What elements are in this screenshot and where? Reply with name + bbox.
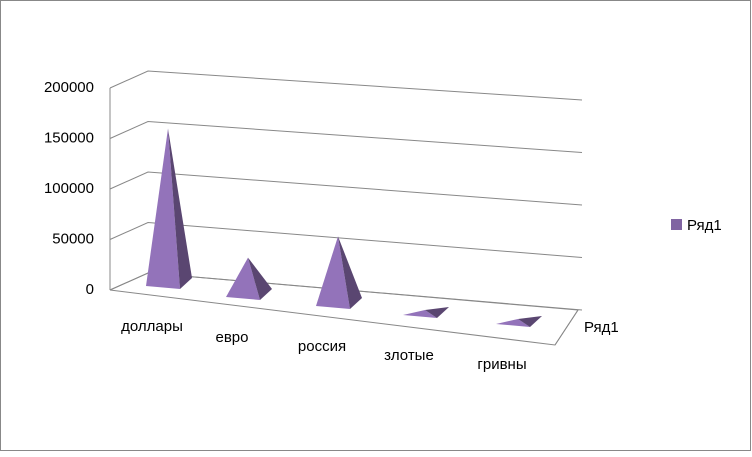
legend-label: Ряд1 bbox=[687, 217, 722, 234]
depth-axis-label: Ряд1 bbox=[584, 319, 619, 336]
legend-swatch bbox=[671, 219, 682, 230]
pyramid-side bbox=[425, 307, 449, 318]
pyramid-side bbox=[248, 257, 272, 300]
depth-axis bbox=[554, 309, 579, 346]
pyramid-side bbox=[338, 236, 362, 309]
pyramid-face bbox=[316, 236, 350, 309]
grid-line bbox=[109, 70, 583, 101]
y-tick-label: 200000 bbox=[44, 79, 94, 96]
grid-line bbox=[109, 221, 583, 258]
pyramid-face bbox=[496, 318, 530, 327]
x-tick-label: доллары bbox=[121, 318, 183, 335]
y-tick-label: 0 bbox=[86, 281, 94, 298]
y-tick-label: 150000 bbox=[44, 129, 94, 146]
x-tick-label: гривны bbox=[477, 356, 526, 373]
x-tick-label: евро bbox=[216, 329, 249, 346]
pyramid-side bbox=[518, 316, 542, 327]
pyramid-face bbox=[403, 309, 437, 318]
grid-line bbox=[109, 171, 583, 206]
y-tick-label: 50000 bbox=[52, 230, 94, 247]
grid-line bbox=[109, 120, 583, 153]
y-tick-label: 100000 bbox=[44, 180, 94, 197]
pyramid-face bbox=[146, 128, 180, 289]
x-tick-label: злотые bbox=[384, 347, 434, 364]
pyramid-side bbox=[168, 128, 192, 289]
pyramid-face bbox=[226, 257, 260, 300]
x-tick-label: россия bbox=[298, 338, 346, 355]
